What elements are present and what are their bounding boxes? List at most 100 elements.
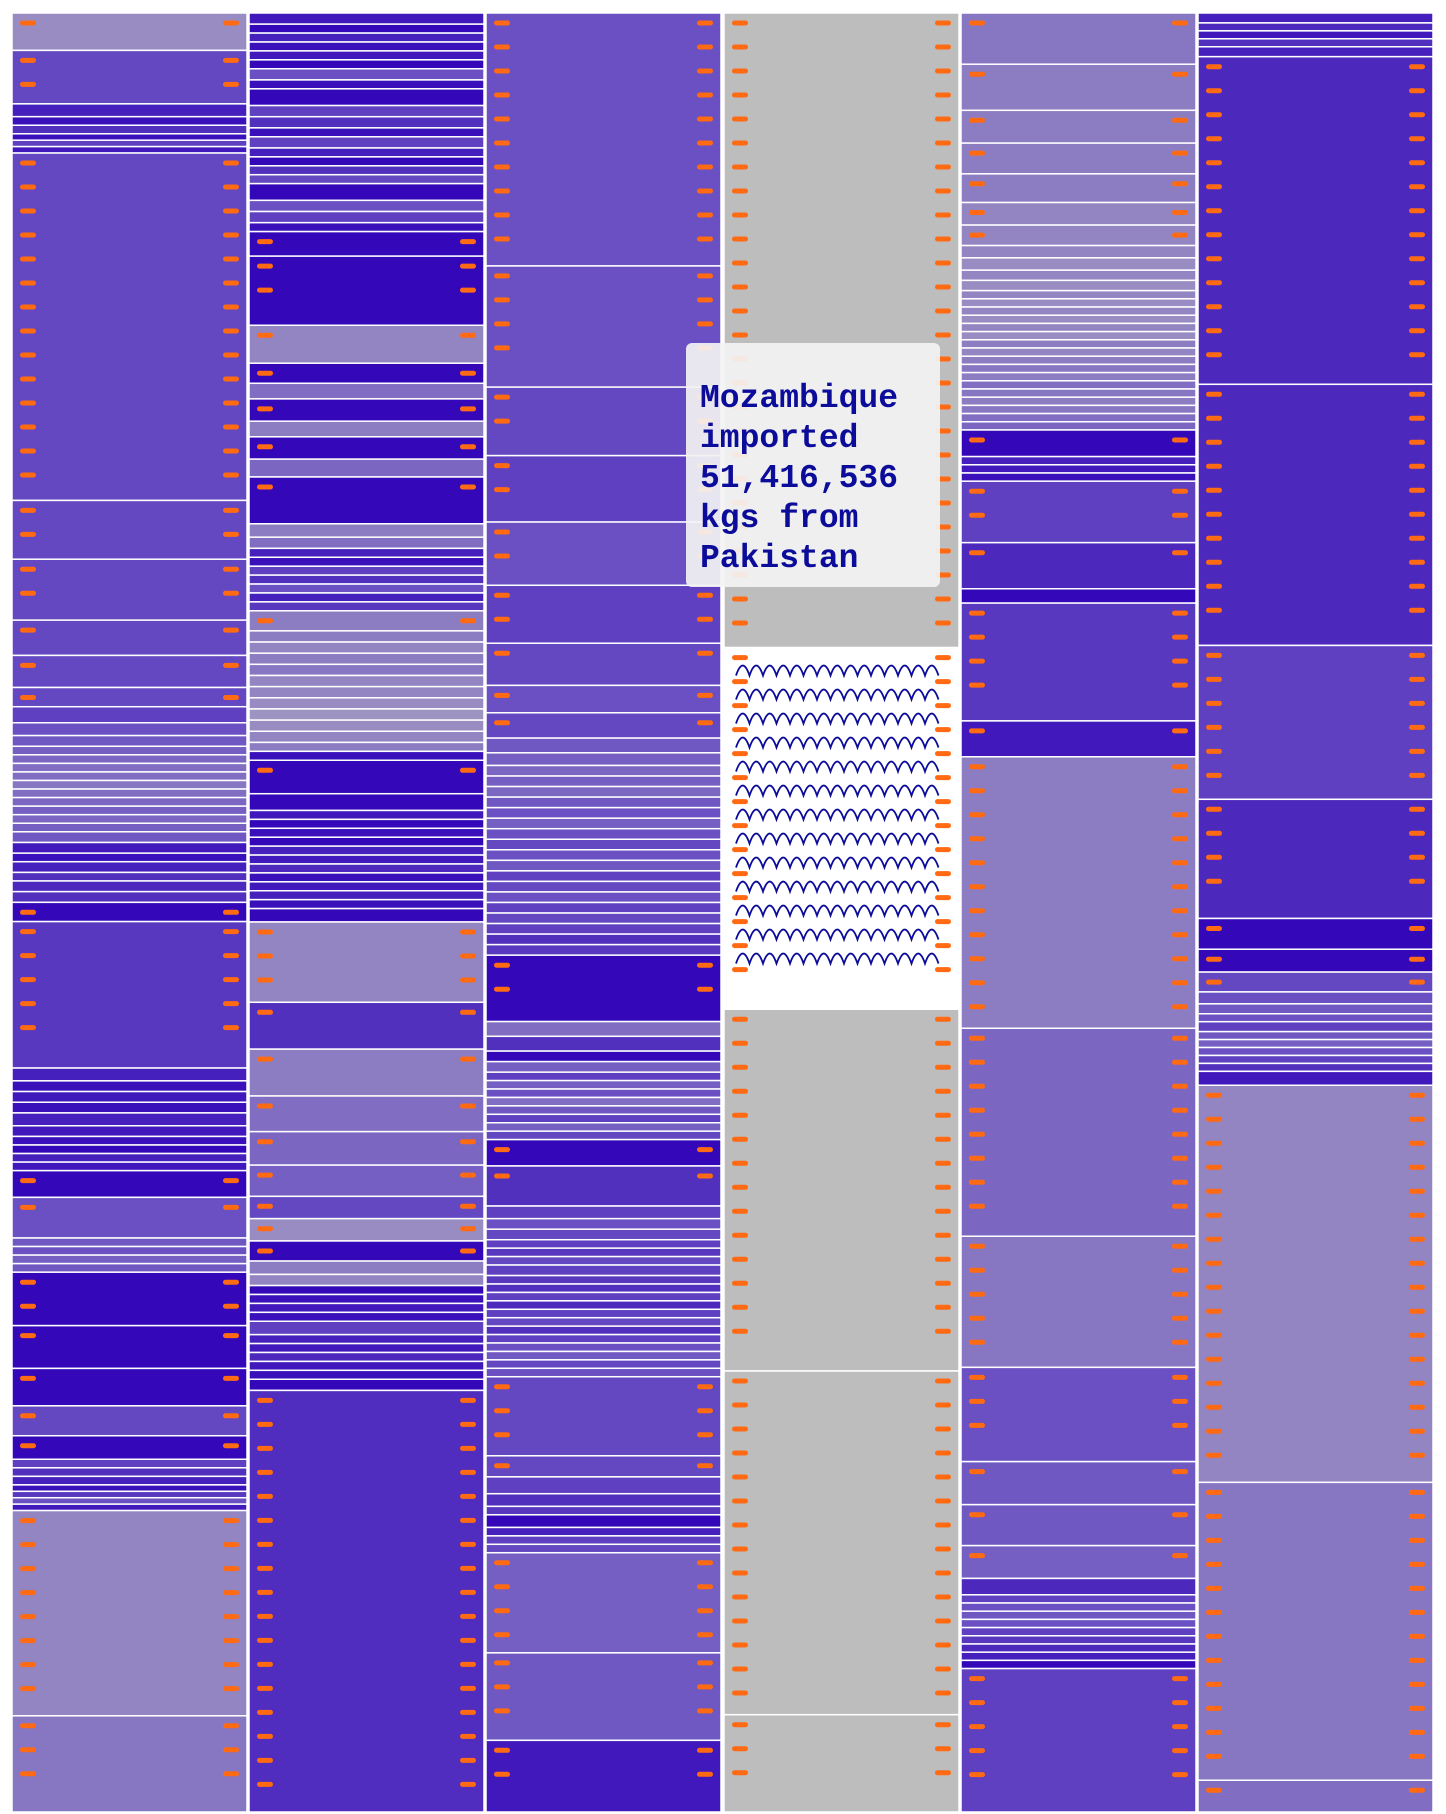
treemap-cell[interactable] bbox=[11, 1152, 248, 1163]
treemap-cell[interactable] bbox=[485, 1514, 722, 1529]
treemap-cell[interactable] bbox=[11, 745, 248, 756]
treemap-cell[interactable] bbox=[248, 88, 485, 107]
treemap-cell[interactable] bbox=[485, 1247, 722, 1258]
treemap-cell[interactable] bbox=[723, 646, 960, 1011]
treemap-cell[interactable] bbox=[1197, 1030, 1434, 1041]
treemap-cell[interactable] bbox=[11, 1254, 248, 1265]
treemap-cell[interactable] bbox=[485, 1308, 722, 1319]
treemap-cell[interactable] bbox=[485, 806, 722, 819]
treemap-cell[interactable] bbox=[1197, 798, 1434, 920]
treemap-cell[interactable] bbox=[960, 201, 1197, 226]
treemap-cell[interactable] bbox=[11, 115, 248, 126]
treemap-cell[interactable] bbox=[11, 1490, 248, 1499]
treemap-cell[interactable] bbox=[248, 199, 485, 213]
treemap-cell[interactable] bbox=[248, 173, 485, 185]
treemap-cell[interactable] bbox=[11, 722, 248, 737]
treemap-cell[interactable] bbox=[485, 1505, 722, 1516]
treemap-cell[interactable] bbox=[485, 922, 722, 935]
treemap-cell[interactable] bbox=[248, 104, 485, 118]
treemap-cell[interactable] bbox=[1197, 991, 1434, 1005]
treemap-cell[interactable] bbox=[1197, 1013, 1434, 1023]
treemap-cell[interactable] bbox=[485, 1526, 722, 1537]
treemap-cell[interactable] bbox=[248, 730, 485, 744]
treemap-cell[interactable] bbox=[960, 412, 1197, 423]
treemap-cell[interactable] bbox=[11, 12, 248, 52]
treemap-cell[interactable] bbox=[485, 1283, 722, 1294]
treemap-cell[interactable] bbox=[485, 1217, 722, 1230]
treemap-cell[interactable] bbox=[960, 298, 1197, 308]
treemap-cell[interactable] bbox=[248, 1360, 485, 1372]
treemap-cell[interactable] bbox=[485, 1492, 722, 1508]
treemap-cell[interactable] bbox=[11, 1067, 248, 1082]
treemap-cell[interactable] bbox=[11, 558, 248, 621]
treemap-cell[interactable] bbox=[11, 788, 248, 799]
treemap-cell[interactable] bbox=[248, 1369, 485, 1381]
treemap-cell[interactable] bbox=[960, 602, 1197, 722]
treemap-cell[interactable] bbox=[248, 818, 485, 830]
treemap-cell[interactable] bbox=[248, 23, 485, 34]
treemap-cell[interactable] bbox=[248, 12, 485, 25]
treemap-cell[interactable] bbox=[1197, 948, 1434, 973]
treemap-cell[interactable] bbox=[248, 890, 485, 901]
treemap-cell[interactable] bbox=[485, 1375, 722, 1457]
treemap-cell[interactable] bbox=[485, 1274, 722, 1285]
treemap-cell[interactable] bbox=[485, 1050, 722, 1063]
treemap-cell[interactable] bbox=[485, 838, 722, 851]
treemap-cell[interactable] bbox=[11, 1367, 248, 1407]
treemap-cell[interactable] bbox=[1197, 1054, 1434, 1065]
treemap-cell[interactable] bbox=[248, 792, 485, 812]
treemap-cell[interactable] bbox=[248, 809, 485, 821]
treemap-cell[interactable] bbox=[248, 398, 485, 422]
treemap-cell[interactable] bbox=[1197, 1003, 1434, 1015]
treemap-cell[interactable] bbox=[248, 230, 485, 257]
treemap-cell[interactable] bbox=[960, 371, 1197, 382]
treemap-cell[interactable] bbox=[485, 870, 722, 883]
treemap-cell[interactable] bbox=[11, 1503, 248, 1512]
treemap-cell[interactable] bbox=[248, 583, 485, 594]
treemap-cell[interactable] bbox=[11, 1237, 248, 1248]
treemap-cell[interactable] bbox=[11, 890, 248, 904]
treemap-cell[interactable] bbox=[11, 705, 248, 724]
treemap-cell[interactable] bbox=[248, 50, 485, 61]
treemap-cell[interactable] bbox=[11, 1324, 248, 1370]
treemap-cell[interactable] bbox=[11, 1125, 248, 1138]
treemap-cell[interactable] bbox=[485, 817, 722, 830]
treemap-cell[interactable] bbox=[1197, 1070, 1434, 1086]
treemap-cell[interactable] bbox=[11, 1467, 248, 1478]
treemap-cell[interactable] bbox=[485, 1113, 722, 1124]
treemap-cell[interactable] bbox=[248, 255, 485, 327]
treemap-cell[interactable] bbox=[960, 480, 1197, 544]
treemap-cell[interactable] bbox=[11, 1496, 248, 1505]
treemap-cell[interactable] bbox=[485, 785, 722, 798]
treemap-cell[interactable] bbox=[248, 1293, 485, 1305]
treemap-cell[interactable] bbox=[11, 1245, 248, 1256]
treemap-cell[interactable] bbox=[248, 1195, 485, 1220]
treemap-cell[interactable] bbox=[1197, 383, 1434, 647]
treemap-cell[interactable] bbox=[248, 476, 485, 525]
treemap-cell[interactable] bbox=[960, 380, 1197, 390]
treemap-cell[interactable] bbox=[248, 1048, 485, 1097]
treemap-cell[interactable] bbox=[248, 32, 485, 43]
treemap-cell[interactable] bbox=[11, 1458, 248, 1469]
treemap-cell[interactable] bbox=[248, 127, 485, 138]
treemap-cell[interactable] bbox=[248, 881, 485, 892]
treemap-cell[interactable] bbox=[960, 1667, 1197, 1813]
treemap-cell[interactable] bbox=[960, 472, 1197, 482]
treemap-cell[interactable] bbox=[248, 685, 485, 699]
treemap-cell[interactable] bbox=[248, 1273, 485, 1287]
treemap-cell[interactable] bbox=[1197, 644, 1434, 801]
treemap-cell[interactable] bbox=[248, 1320, 485, 1336]
treemap-cell[interactable] bbox=[485, 1205, 722, 1220]
treemap-cell[interactable] bbox=[485, 1060, 722, 1073]
treemap-cell[interactable] bbox=[960, 339, 1197, 349]
treemap-cell[interactable] bbox=[11, 1080, 248, 1093]
treemap-cell[interactable] bbox=[248, 182, 485, 202]
treemap-cell[interactable] bbox=[485, 737, 722, 754]
treemap-cell[interactable] bbox=[960, 289, 1197, 300]
treemap-cell[interactable] bbox=[248, 863, 485, 874]
treemap-cell[interactable] bbox=[485, 901, 722, 914]
treemap-cell[interactable] bbox=[11, 124, 248, 135]
treemap-cell[interactable] bbox=[248, 1378, 485, 1392]
treemap-cell[interactable] bbox=[485, 521, 722, 587]
treemap-cell[interactable] bbox=[960, 109, 1197, 144]
